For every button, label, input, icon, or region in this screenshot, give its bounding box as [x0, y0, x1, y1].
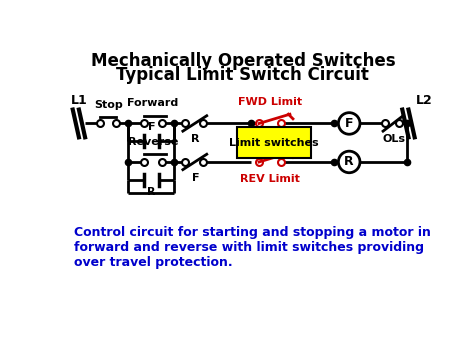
Text: R: R: [147, 187, 155, 197]
Text: Control circuit for starting and stopping a motor in
forward and reverse with li: Control circuit for starting and stoppin…: [74, 226, 431, 269]
Text: Reverse: Reverse: [128, 137, 178, 147]
Text: L2: L2: [416, 93, 433, 106]
FancyBboxPatch shape: [237, 127, 311, 158]
Text: L1: L1: [71, 93, 88, 106]
Text: REV Limit: REV Limit: [240, 174, 300, 184]
Text: F: F: [345, 117, 354, 130]
Text: Typical Limit Switch Circuit: Typical Limit Switch Circuit: [117, 66, 369, 84]
Text: Mechanically Operated Switches: Mechanically Operated Switches: [91, 52, 395, 70]
Text: Forward: Forward: [127, 98, 178, 108]
Text: R: R: [191, 134, 200, 144]
Text: Limit switches: Limit switches: [229, 138, 319, 148]
Text: Stop: Stop: [94, 100, 123, 110]
Text: F: F: [147, 122, 155, 132]
Text: FWD Limit: FWD Limit: [238, 97, 302, 106]
Text: R: R: [345, 155, 354, 169]
Text: F: F: [192, 173, 200, 183]
Text: OLs: OLs: [383, 134, 405, 144]
Circle shape: [338, 151, 360, 173]
Circle shape: [338, 113, 360, 134]
